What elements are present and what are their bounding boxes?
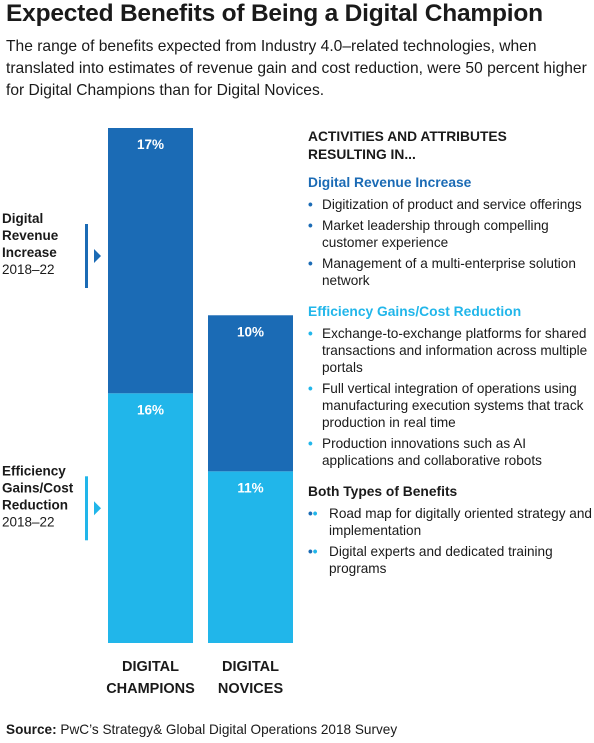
panel-bullet-item: • Management of a multi-enterprise soluti… bbox=[308, 255, 592, 289]
chart-title: Expected Benefits of Being a Digital Cha… bbox=[6, 0, 543, 27]
panel-heading-line: ACTIVITIES AND ATTRIBUTES bbox=[308, 129, 507, 144]
panel-group: Efficiency Gains/Cost Reduction • Exchange… bbox=[308, 303, 592, 469]
panel-bullet-list: •• Road map for digitally oriented strate… bbox=[308, 505, 592, 577]
panel-group-title: Efficiency Gains/Cost Reduction bbox=[308, 304, 522, 319]
category-label: NOVICES bbox=[218, 681, 284, 697]
series-accent-line bbox=[85, 224, 88, 288]
series-accent-line bbox=[85, 476, 88, 541]
bullet-dot-icon: • bbox=[308, 436, 313, 451]
bullet-dot-icon: •• bbox=[308, 544, 318, 559]
pointer-arrow-icon bbox=[94, 249, 101, 263]
bullet-text: Exchange-to-exchange platforms for share… bbox=[322, 326, 588, 375]
panel-bullet-item: • Full vertical integration of operations… bbox=[308, 380, 592, 431]
series-label: Gains/Cost bbox=[2, 480, 74, 495]
bullet-dot-icon: • bbox=[308, 381, 313, 396]
panel-bullet-item: • Market leadership through compelling cu… bbox=[308, 217, 592, 251]
panel-group-title: Both Types of Benefits bbox=[308, 484, 458, 499]
bullet-text: Road map for digitally oriented strategy… bbox=[329, 506, 592, 538]
panel-group-title: Digital Revenue Increase bbox=[308, 175, 472, 190]
bar-value-label: 16% bbox=[137, 402, 164, 417]
bullet-text: Market leadership through compelling cus… bbox=[322, 218, 549, 250]
efficiency-bar-segment bbox=[108, 393, 193, 643]
panel-group: Both Types of Benefits •• Road map for dig… bbox=[308, 483, 592, 577]
bullet-dot-icon: • bbox=[308, 197, 313, 212]
efficiency-bar-segment bbox=[208, 471, 293, 643]
category-label: DIGITAL bbox=[122, 659, 179, 675]
bullet-dot-icon: • bbox=[308, 218, 313, 233]
series-label: Revenue bbox=[2, 228, 59, 243]
source-label: Source: bbox=[6, 722, 57, 737]
activities-panel: ACTIVITIES AND ATTRIBUTES RESULTING IN..… bbox=[308, 128, 592, 591]
bullet-dot-icon: • bbox=[308, 326, 313, 341]
series-period-label: 2018–22 bbox=[2, 514, 55, 529]
bullet-text: Management of a multi-enterprise solutio… bbox=[322, 256, 576, 288]
bullet-text: Full vertical integration of operations … bbox=[322, 381, 584, 430]
panel-bullet-item: •• Road map for digitally oriented strate… bbox=[308, 505, 592, 539]
series-label: Reduction bbox=[2, 497, 68, 512]
series-label: Increase bbox=[2, 245, 57, 260]
series-label: Efficiency bbox=[2, 463, 66, 478]
pointer-arrow-icon bbox=[94, 501, 101, 516]
bullet-dot-icon: •• bbox=[308, 506, 318, 521]
bullet-text: Production innovations such as AI applic… bbox=[322, 436, 542, 468]
bar-value-label: 17% bbox=[137, 137, 164, 152]
panel-bullet-item: •• Digital experts and dedicated training… bbox=[308, 543, 592, 577]
source-note: Source: PwC’s Strategy& Global Digital O… bbox=[6, 722, 397, 737]
panel-heading-line: RESULTING IN... bbox=[308, 147, 416, 162]
series-label: Digital bbox=[2, 211, 43, 226]
bar-value-label: 10% bbox=[237, 324, 264, 339]
panel-bullet-list: • Digitization of product and service off… bbox=[308, 196, 592, 289]
panel-bullet-item: • Digitization of product and service off… bbox=[308, 196, 592, 213]
revenue-bar-segment bbox=[208, 315, 293, 472]
category-label: CHAMPIONS bbox=[106, 681, 195, 697]
revenue-bar-segment bbox=[108, 128, 193, 394]
bullet-text: Digital experts and dedicated training p… bbox=[329, 544, 553, 576]
bullet-dot-icon: • bbox=[308, 256, 313, 271]
panel-group: Digital Revenue Increase • Digitization of… bbox=[308, 174, 592, 289]
panel-bullet-item: • Exchange-to-exchange platforms for shar… bbox=[308, 325, 592, 376]
series-period-label: 2018–22 bbox=[2, 262, 55, 277]
category-label: DIGITAL bbox=[222, 659, 279, 675]
panel-bullet-list: • Exchange-to-exchange platforms for shar… bbox=[308, 325, 592, 469]
source-text: PwC’s Strategy& Global Digital Operation… bbox=[60, 722, 398, 737]
panel-heading: ACTIVITIES AND ATTRIBUTES RESULTING IN..… bbox=[308, 128, 592, 164]
chart-subtitle: The range of benefits expected from Indu… bbox=[6, 38, 587, 99]
panel-bullet-item: • Production innovations such as AI appli… bbox=[308, 435, 592, 469]
stacked-bar-chart: 16% 17% DIGITAL CHAMPIONS 11% 10% DIGITAL NOVIC… bbox=[2, 128, 293, 697]
bar-value-label: 11% bbox=[237, 480, 263, 495]
bullet-text: Digitization of product and service offe… bbox=[322, 197, 582, 212]
